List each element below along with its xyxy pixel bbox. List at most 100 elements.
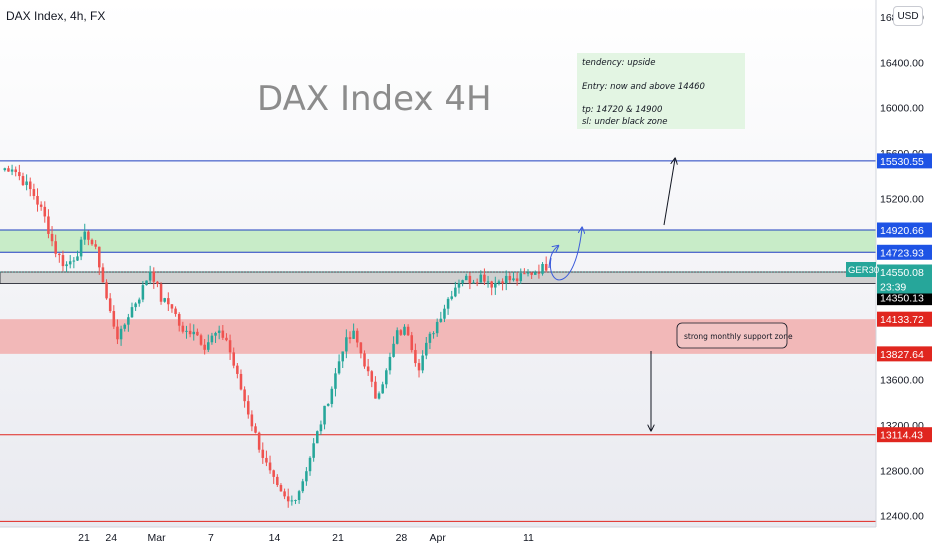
candle-body <box>141 285 145 300</box>
price-axis-background <box>876 0 932 527</box>
candle-body <box>72 260 76 262</box>
y-tick-label: 16000.00 <box>880 103 924 115</box>
candle-body <box>261 449 265 458</box>
y-tick-label: 12400.00 <box>880 511 924 523</box>
candle-body <box>294 500 297 502</box>
currency-button[interactable]: USD <box>893 6 923 26</box>
candle-body <box>504 275 508 284</box>
candle-body <box>25 181 28 186</box>
price-label: 15530.55 <box>880 156 924 168</box>
candle-body <box>188 330 192 335</box>
candle-body <box>243 389 246 402</box>
y-tick-label: 16400.00 <box>880 57 924 69</box>
candle-body <box>14 169 17 173</box>
candle-body <box>181 325 185 332</box>
candle-body <box>512 278 515 281</box>
candle-body <box>265 457 268 463</box>
y-tick-labels: 12400.0012800.0013200.0013600.0015200.00… <box>880 12 924 523</box>
x-tick-label: 11 <box>523 532 534 544</box>
ticker-tag-background <box>846 262 876 277</box>
candle-body <box>486 281 490 283</box>
candle-body <box>541 263 544 274</box>
candle-body <box>83 231 87 240</box>
price-label-background <box>877 427 932 443</box>
candle-body <box>123 324 126 329</box>
candle-body <box>330 388 334 404</box>
candle-body <box>272 470 275 477</box>
candle-body <box>170 304 174 309</box>
candles-layer <box>3 164 548 508</box>
lines-layer <box>0 160 876 522</box>
candle-body <box>468 275 472 284</box>
y-tick-label: 12800.00 <box>880 465 924 477</box>
candle-body <box>21 176 25 186</box>
candle-body <box>450 296 453 299</box>
candle-body <box>152 271 156 282</box>
candle-body <box>457 283 461 288</box>
candle-body <box>130 307 134 318</box>
candle-body <box>425 342 428 356</box>
candle-body <box>312 443 315 458</box>
candle-body <box>228 340 232 353</box>
candle-body <box>374 381 377 399</box>
candle-body <box>435 321 439 334</box>
x-tick-label: 28 <box>396 532 408 544</box>
candle-body <box>217 330 221 333</box>
candle-body <box>207 342 210 350</box>
candle-body <box>112 311 116 327</box>
candle-body <box>156 281 159 284</box>
candle-body <box>214 332 217 336</box>
x-tick-label: 14 <box>269 532 281 544</box>
candle-body <box>479 274 483 283</box>
candle-body <box>490 281 493 288</box>
candle-body <box>39 204 43 207</box>
price-label-background <box>877 290 932 306</box>
candle-body <box>399 330 403 335</box>
candle-body <box>428 333 432 343</box>
candle-body <box>385 370 388 385</box>
candle-body <box>7 168 10 172</box>
candle-body <box>236 365 239 374</box>
candle-body <box>108 298 112 312</box>
candle-body <box>395 330 399 344</box>
price-label-background <box>877 264 932 280</box>
candle-body <box>381 384 384 394</box>
candle-body <box>363 353 366 367</box>
candle-body <box>76 256 79 261</box>
candle-body <box>210 335 214 343</box>
candle-body <box>10 169 14 172</box>
candle-body <box>494 283 497 288</box>
x-tick-label: Mar <box>148 532 167 544</box>
candle-body <box>414 350 417 364</box>
candle-body <box>28 181 32 190</box>
candle-body <box>483 274 486 282</box>
x-tick-label: 7 <box>208 532 214 544</box>
chart-title: DAX Index 4H <box>257 79 492 119</box>
candle-body <box>279 485 283 492</box>
candle-body <box>439 318 443 322</box>
candle-body <box>94 244 97 247</box>
candle-body <box>537 272 541 274</box>
candle-body <box>65 264 68 267</box>
candle-body <box>534 272 537 275</box>
price-label: 13827.64 <box>880 349 924 361</box>
price-labels: 15530.5514920.6614723.9314550.0814448.49… <box>877 153 932 443</box>
candle-body <box>119 328 123 340</box>
countdown-label: 23:39 <box>880 281 906 293</box>
candle-body <box>36 196 39 205</box>
candle-body <box>199 335 203 345</box>
candle-body <box>239 373 243 390</box>
candle-body <box>290 500 294 502</box>
candle-body <box>58 253 61 256</box>
target-arrow <box>663 159 675 226</box>
candle-body <box>196 331 199 336</box>
drawings-layer <box>548 159 675 430</box>
candle-body <box>87 231 90 240</box>
candle-body <box>203 344 206 350</box>
candle-body <box>417 363 421 371</box>
candle-body <box>406 326 410 336</box>
note-line: tendency: upside <box>582 58 655 68</box>
candle-body <box>308 457 312 472</box>
candle-body <box>174 308 177 315</box>
